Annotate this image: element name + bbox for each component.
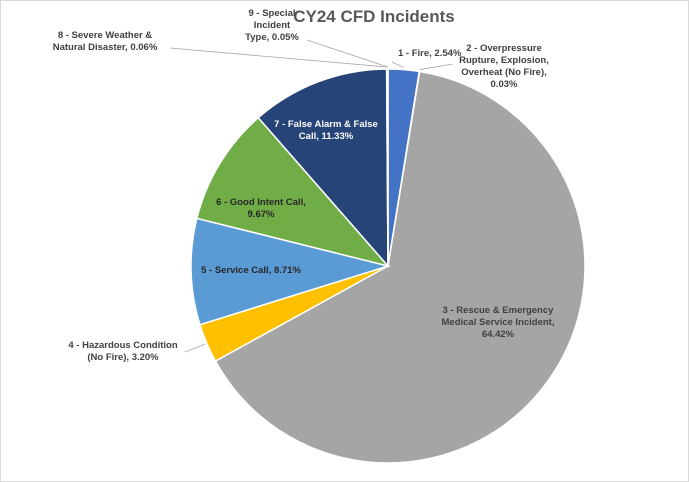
leader-line-9 <box>306 39 388 68</box>
data-label-8-line-1: 8 - Severe Weather & <box>58 30 152 41</box>
data-label-9-line-1: 9 - Special <box>249 8 296 19</box>
data-label-3-line-3: 64.42% <box>482 329 515 340</box>
data-label-9-line-2: Incident <box>254 20 291 31</box>
data-label-9: 9 - Special Incident Type, 0.05% <box>245 8 299 43</box>
data-label-2-line-1: 2 - Overpressure <box>466 43 542 54</box>
data-label-4: 4 - Hazardous Condition (No Fire), 3.20% <box>68 340 177 363</box>
leader-line-4 <box>184 343 206 353</box>
data-label-5-line-1: 5 - Service Call, 8.71% <box>201 265 301 276</box>
pie-slice-5-service-call <box>190 217 391 326</box>
data-label-2-line-4: 0.03% <box>491 79 518 90</box>
data-label-4-line-2: (No Fire), 3.20% <box>87 352 159 363</box>
data-label-6-line-1: 6 - Good Intent Call, <box>216 197 306 208</box>
data-label-1: 1 - Fire, 2.54% <box>398 48 462 59</box>
data-label-6-line-2: 9.67% <box>248 209 275 220</box>
data-label-8: 8 - Severe Weather & Natural Disaster, 0.… <box>53 30 158 53</box>
data-label-2-line-2: Rupture, Explosion, <box>459 55 549 66</box>
data-label-2-line-3: Overheat (No Fire), <box>461 67 547 78</box>
data-label-7-line-2: Call, 11.33% <box>299 131 354 142</box>
leader-line-2 <box>419 63 454 70</box>
data-labels: 1 - Fire, 2.54% 2 - Overpressure Rupture, … <box>53 8 555 363</box>
data-label-3: 3 - Rescue & Emergency Medical Service In… <box>442 305 555 340</box>
pie-slice-6-good-intent-call <box>195 116 391 268</box>
pie-slices <box>190 68 586 464</box>
data-label-4-line-1: 4 - Hazardous Condition <box>68 340 177 351</box>
pie-slice-9-special-incident-type <box>386 68 389 267</box>
leader-line-1 <box>391 61 405 68</box>
data-label-1-line-1: 1 - Fire, 2.54% <box>398 48 462 59</box>
data-label-2: 2 - Overpressure Rupture, Explosion, Overh… <box>459 43 549 90</box>
data-label-3-line-2: Medical Service Incident, <box>442 317 555 328</box>
pie-slice-3-rescue-emergency-medical-service-incident <box>214 70 586 464</box>
data-label-3-line-1: 3 - Rescue & Emergency <box>443 305 555 316</box>
data-label-8-line-2: Natural Disaster, 0.06% <box>53 42 158 53</box>
data-label-5: 5 - Service Call, 8.71% <box>201 265 301 276</box>
data-label-9-line-3: Type, 0.05% <box>245 32 299 43</box>
data-label-7: 7 - False Alarm & False Call, 11.33% <box>274 119 378 142</box>
label-leader-lines <box>169 39 454 353</box>
chart-title: CY24 CFD Incidents <box>293 7 455 26</box>
data-label-7-line-1: 7 - False Alarm & False <box>274 119 378 130</box>
leader-line-8 <box>169 47 388 68</box>
data-label-6: 6 - Good Intent Call, 9.67% <box>216 197 306 220</box>
pie-slice-7-false-alarm-false-call <box>257 68 389 269</box>
